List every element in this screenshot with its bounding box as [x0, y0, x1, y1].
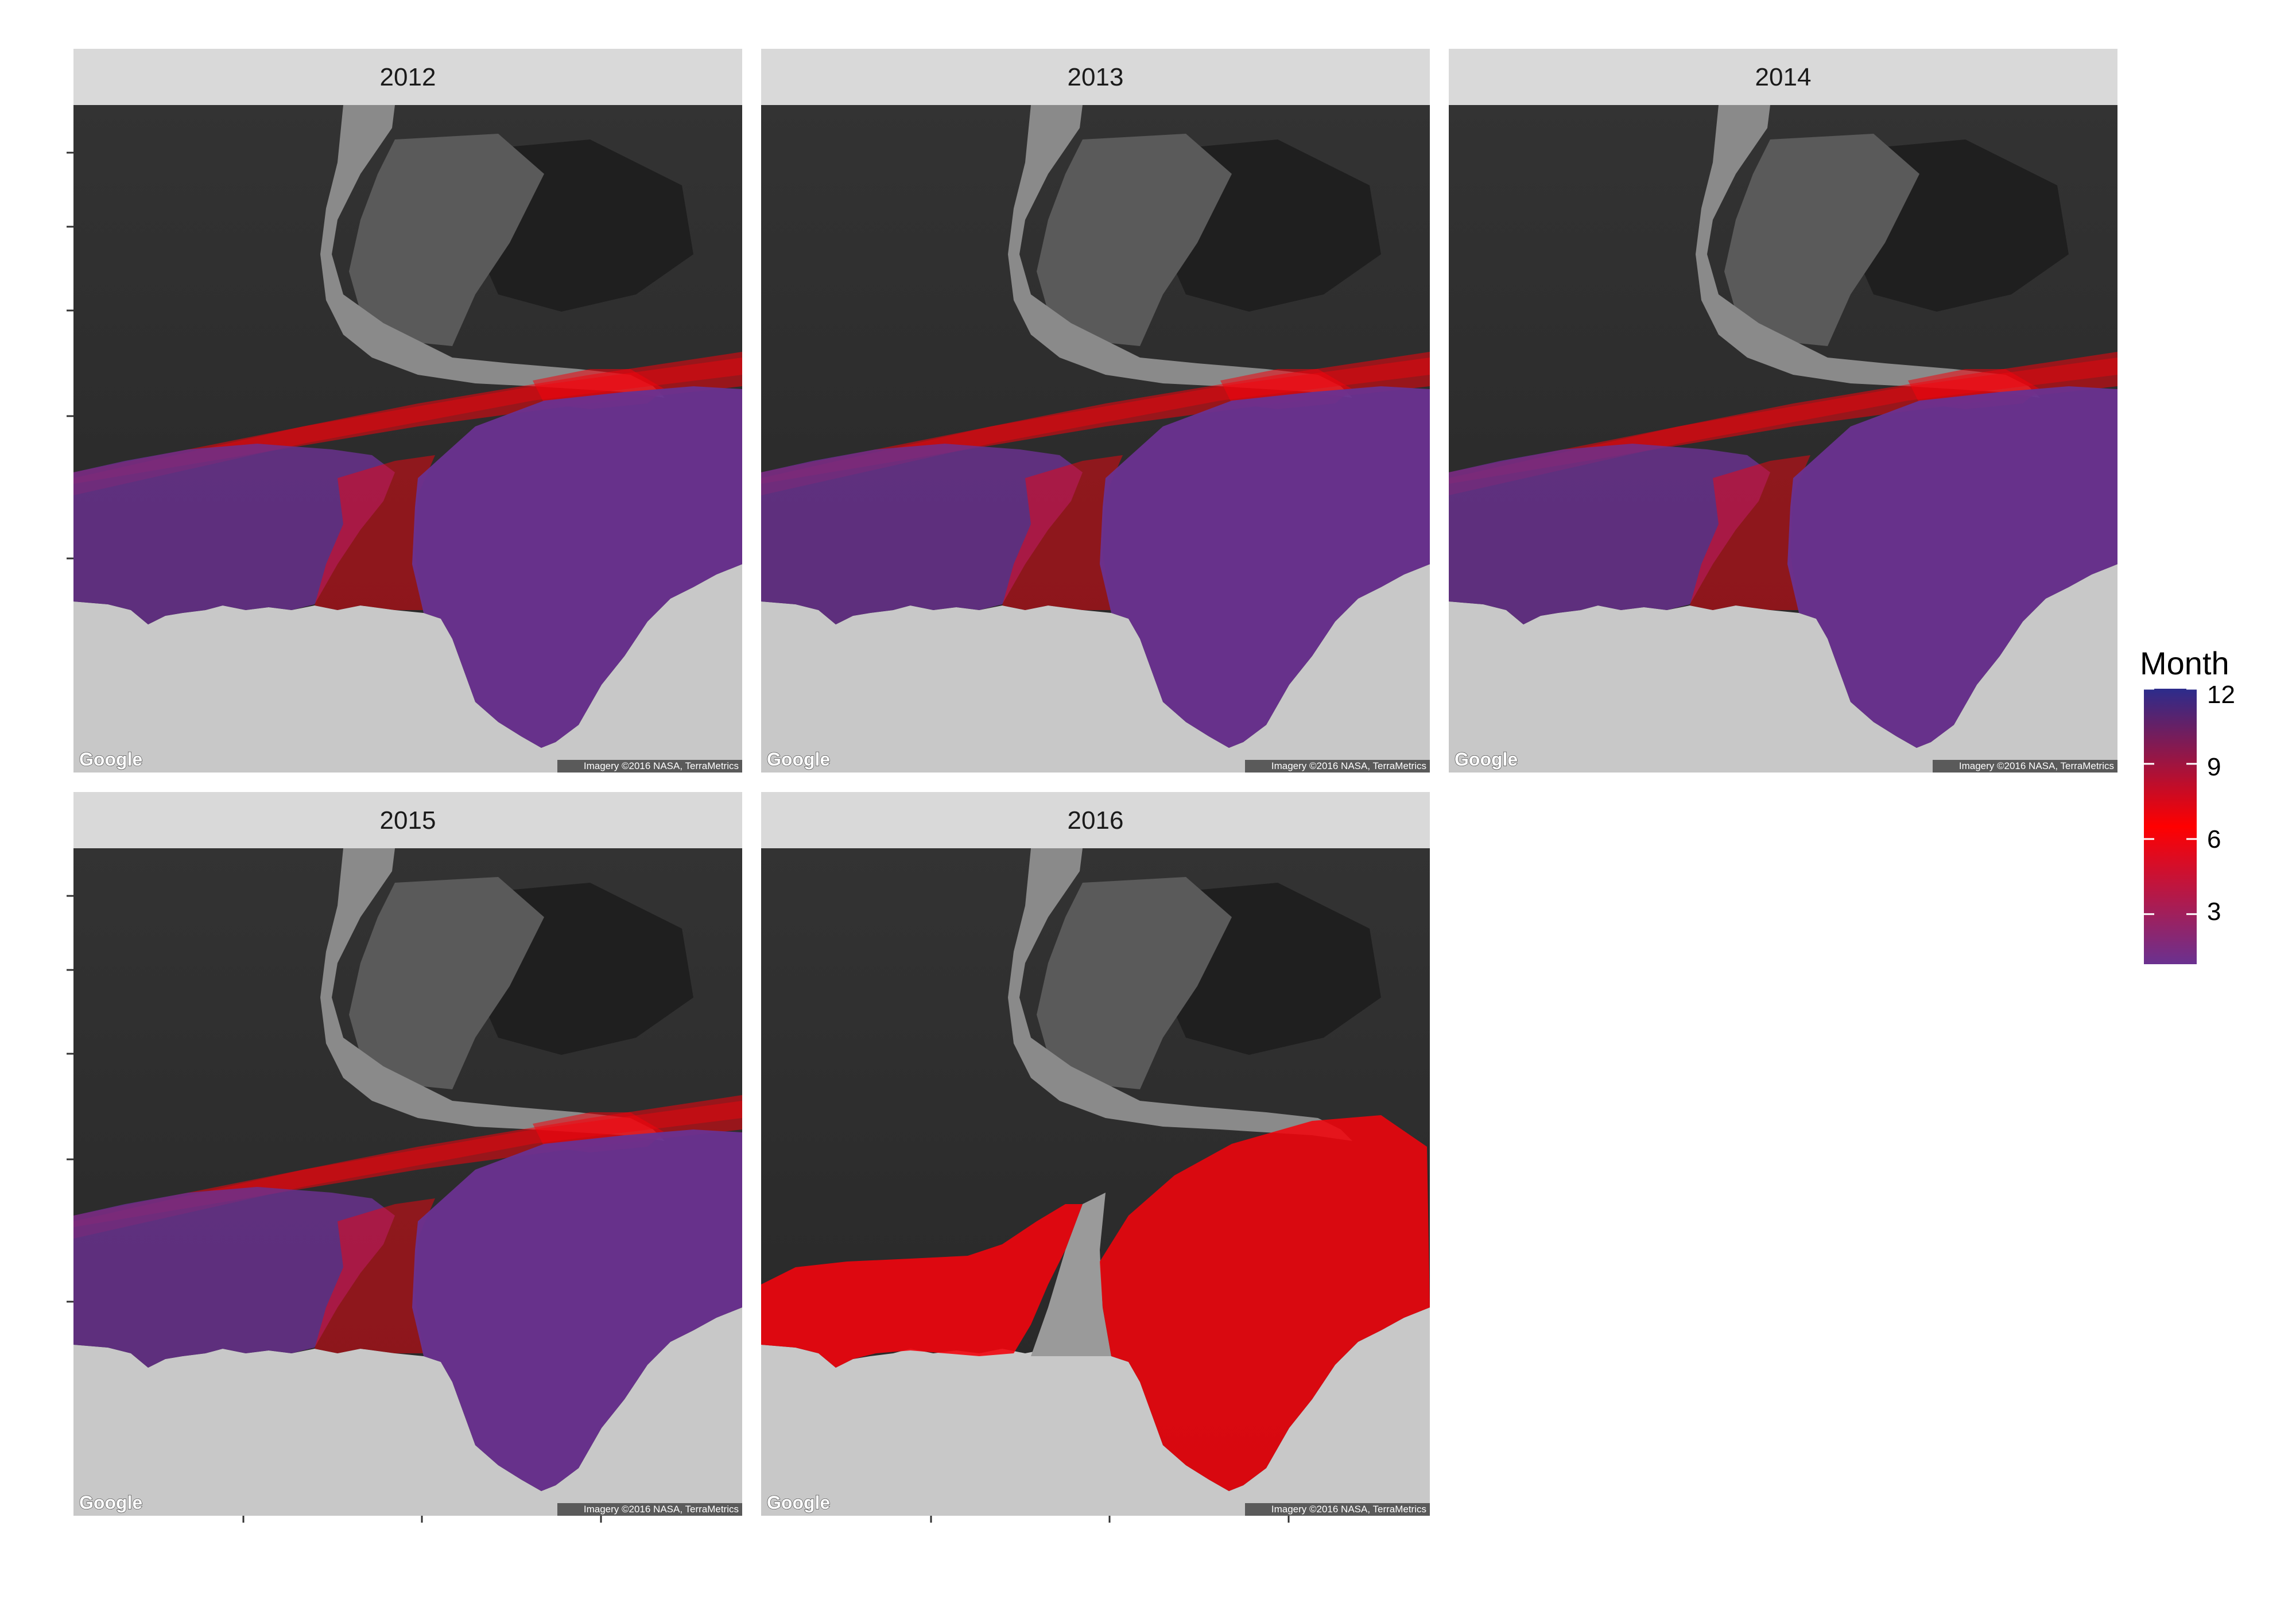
- coverage-polygon: [1100, 386, 1430, 748]
- month-legend: Month 3 6 9 12: [2140, 645, 2235, 964]
- peninsula: [320, 848, 665, 1141]
- coverage-polygon: [73, 1187, 395, 1368]
- ice-shelf: [349, 134, 544, 346]
- coverage-polygon: [1787, 386, 2117, 748]
- coverage-polygon: [315, 455, 435, 610]
- land-ice: [761, 564, 1430, 773]
- legend-label-9: 9: [2207, 753, 2221, 781]
- coverage-polygon: [1100, 1115, 1430, 1491]
- ice-shelf: [1037, 877, 1232, 1089]
- ice-shelf: [1724, 134, 1919, 346]
- google-logo: Google: [79, 749, 142, 770]
- attribution-box: [1933, 760, 2117, 773]
- ice-shelf: [1037, 134, 1232, 346]
- facet-panel-2014: 2014 Google Imagery ©2016 NASA, TerraMetri…: [1449, 49, 2117, 773]
- google-logo: Google: [1455, 749, 1518, 770]
- facet-strip: [73, 792, 742, 848]
- facet-strip-label: 2015: [380, 806, 436, 834]
- land-ice: [1449, 564, 2117, 773]
- satellite-basemap: Google Imagery ©2016 NASA, TerraMetrics: [761, 105, 1430, 773]
- facet-strip: [761, 49, 1430, 105]
- legend-label-6: 6: [2207, 825, 2221, 853]
- facet-panel-2012: 2012 Google Imagery ©2016 NASA, TerraMetri…: [73, 49, 742, 773]
- google-logo: Google: [79, 1492, 142, 1513]
- attribution-box: [1245, 1503, 1430, 1516]
- land-ice: [761, 1307, 1430, 1516]
- legend-label-3: 3: [2207, 898, 2221, 926]
- satellite-basemap: Google Imagery ©2016 NASA, TerraMetrics: [73, 105, 742, 773]
- facet-strip: [1449, 49, 2117, 105]
- attribution-box: [557, 760, 742, 773]
- axis-ticks: [67, 152, 1290, 1523]
- ice-shelf: [349, 877, 544, 1089]
- facet-panel-2013: 2013 Google Imagery ©2016 NASA, TerraMetri…: [761, 49, 1430, 773]
- facet-panels: 2012 Google Imagery ©2016 NASA, TerraMetri…: [73, 49, 2117, 1516]
- peninsula: [320, 105, 665, 398]
- month-overlay: [761, 352, 1430, 748]
- imagery-attribution: Imagery ©2016 NASA, TerraMetrics: [1271, 1504, 1426, 1515]
- attribution-box: [1245, 760, 1430, 773]
- facet-strip-label: 2014: [1755, 63, 1812, 91]
- satellite-basemap: Google Imagery ©2016 NASA, TerraMetrics: [1449, 105, 2117, 773]
- satellite-basemap: Google Imagery ©2016 NASA, TerraMetrics: [73, 848, 742, 1516]
- coverage-polygon: [1002, 455, 1123, 610]
- coverage-polygon: [1449, 444, 1770, 624]
- month-overlay: [73, 352, 742, 748]
- month-overlay: [761, 1115, 1430, 1491]
- legend-colorbar: [2144, 689, 2197, 964]
- coverage-polygon: [412, 1129, 742, 1491]
- peninsula: [1696, 105, 2040, 398]
- uncovered-strip: [1031, 1193, 1111, 1356]
- facet-strip-label: 2013: [1068, 63, 1124, 91]
- peninsula: [1008, 848, 1352, 1141]
- legend-label-12: 12: [2207, 681, 2235, 709]
- land-ice: [73, 1307, 742, 1516]
- month-overlay: [1449, 352, 2117, 748]
- imagery-attribution: Imagery ©2016 NASA, TerraMetrics: [584, 760, 739, 771]
- facet-strip: [761, 792, 1430, 848]
- coverage-polygon: [73, 444, 395, 624]
- coverage-polygon: [761, 444, 1083, 624]
- legend-ticks: [2144, 688, 2197, 915]
- coverage-polygon: [761, 1204, 1083, 1368]
- imagery-attribution: Imagery ©2016 NASA, TerraMetrics: [1959, 760, 2114, 771]
- coverage-polygon: [412, 386, 742, 748]
- facet-strip-label: 2012: [380, 63, 436, 91]
- satellite-basemap: Google Imagery ©2016 NASA, TerraMetrics: [761, 848, 1430, 1516]
- facet-panel-2015: 2015 Google Imagery ©2016 NASA, TerraMetri…: [73, 792, 742, 1516]
- google-logo: Google: [767, 749, 830, 770]
- google-logo: Google: [767, 1492, 830, 1513]
- facet-strip-label: 2016: [1068, 806, 1124, 834]
- imagery-attribution: Imagery ©2016 NASA, TerraMetrics: [584, 1504, 739, 1515]
- coverage-polygon: [1690, 455, 1810, 610]
- month-overlay: [73, 1095, 742, 1491]
- coverage-polygon: [315, 1198, 435, 1353]
- facet-strip: [73, 49, 742, 105]
- imagery-attribution: Imagery ©2016 NASA, TerraMetrics: [1271, 760, 1426, 771]
- legend-title: Month: [2140, 645, 2229, 681]
- peninsula: [1008, 105, 1352, 398]
- land-ice: [73, 564, 742, 773]
- attribution-box: [557, 1503, 742, 1516]
- facet-panel-2016: 2016 Google Imagery ©2016 NASA, TerraMetri…: [761, 792, 1430, 1516]
